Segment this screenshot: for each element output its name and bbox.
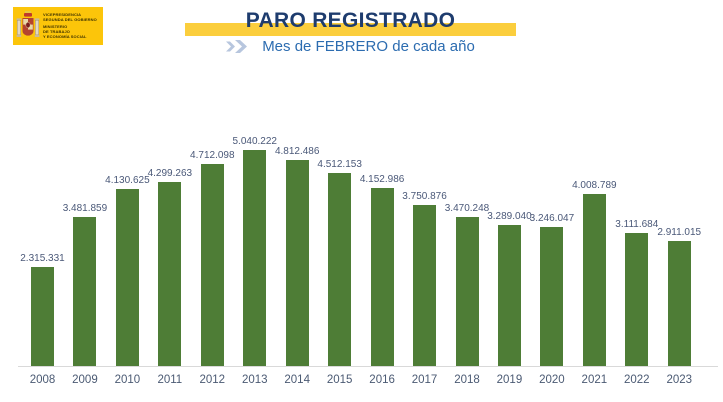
bar-value-label-2017: 3.750.876 [402,191,447,202]
bar-2008 [31,267,54,366]
bar-2016 [370,188,394,366]
bar-2014 [285,160,309,366]
bar-value-label-2016: 4.152.986 [359,174,405,185]
logo-line: DE TRABAJO [43,28,71,34]
bar-value-label-2008: 2.315.331 [20,253,65,264]
bar-2012 [200,164,224,366]
x-axis-label-2014: 2014 [284,374,310,386]
logo-line: VICEPRESIDENCIA [43,11,82,17]
bar-2021 [582,194,606,366]
x-axis-label-2013: 2013 [241,374,268,386]
subtitle-text: Mes de FEBRERO de cada año [262,38,475,55]
gobierno-de-espana-logo: VICEPRESIDENCIA SEGUNDA DEL GOBIERNO MIN… [13,7,103,45]
bar-2013 [243,150,267,366]
x-axis-label-2020: 2020 [539,374,565,386]
title-highlight-band [185,23,516,36]
bar-2018 [455,217,479,366]
bar-value-label-2011: 4.299.263 [147,168,193,179]
subtitle: Mes de FEBRERO de cada año [185,38,516,55]
bar-value-label-2009: 3.481.859 [62,203,108,214]
x-axis-label-2015: 2015 [326,374,353,386]
x-axis-label-2019: 2019 [496,374,523,386]
bar-value-label-2020: 3.246.047 [529,213,575,224]
bar-value-label-2018: 3.470.248 [444,203,490,214]
bar-2020 [540,227,564,366]
bar-2011 [158,182,182,366]
bar-2019 [497,225,521,366]
bar-2022 [625,233,649,366]
bar-value-label-2014: 4.812.486 [274,146,320,157]
bar-2015 [328,173,352,366]
x-axis-label-2012: 2012 [199,374,226,386]
bar-value-label-2022: 3.111.684 [615,219,659,230]
bar-2010 [115,189,139,366]
x-axis-label-2017: 2017 [411,374,438,386]
logo-text: VICEPRESIDENCIA SEGUNDA DEL GOBIERNO MIN… [43,12,97,41]
page-title: PARO REGISTRADO [245,9,456,32]
bar-2017 [413,205,437,366]
x-axis-baseline [18,366,718,367]
x-axis-label-2021: 2021 [581,374,608,386]
x-axis-label-2008: 2008 [29,374,56,386]
x-axis-label-2022: 2022 [624,374,650,386]
x-axis-label-2011: 2011 [157,374,183,386]
logo-line: SEGUNDA DEL GOBIERNO [43,16,97,22]
double-chevron-right-icon [226,40,248,53]
logo-line: Y ECONOMÍA SOCIAL [43,33,87,39]
x-axis-label-2023: 2023 [666,374,693,386]
x-axis-label-2009: 2009 [72,374,98,386]
bar-value-label-2023: 2.911.015 [657,227,702,238]
x-axis-label-2018: 2018 [454,374,480,386]
bar-value-label-2019: 3.289.040 [487,211,532,222]
bar-value-label-2013: 5.040.222 [232,136,278,147]
bar-2009 [73,217,97,366]
bar-2023 [667,241,691,366]
x-axis-label-2010: 2010 [114,374,141,386]
bar-value-label-2010: 4.130.625 [105,175,150,186]
spain-coat-of-arms-icon [16,11,40,37]
logo-line: MINISTERIO [43,23,68,29]
bar-value-label-2015: 4.512.153 [317,159,362,170]
bar-value-label-2012: 4.712.098 [190,150,235,161]
bar-value-label-2021: 4.008.789 [572,180,617,191]
x-axis-label-2016: 2016 [369,374,395,386]
